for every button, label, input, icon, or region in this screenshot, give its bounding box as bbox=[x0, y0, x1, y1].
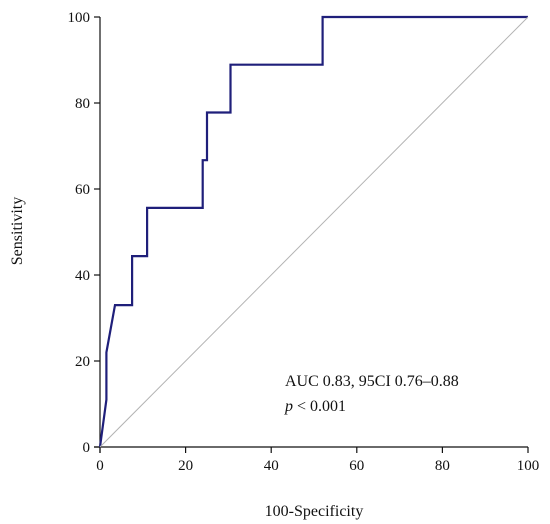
y-tick-label: 40 bbox=[75, 268, 90, 284]
axes bbox=[94, 16, 529, 453]
y-tick-label: 20 bbox=[75, 354, 90, 370]
y-tick-label: 80 bbox=[75, 96, 90, 112]
x-tick-label: 20 bbox=[178, 458, 193, 474]
p-value-text: < 0.001 bbox=[293, 398, 346, 415]
y-tick-label: 60 bbox=[75, 182, 90, 198]
auc-annotation: AUC 0.83, 95CI 0.76–0.88 bbox=[285, 373, 459, 390]
y-tick-label: 100 bbox=[68, 10, 91, 26]
p-symbol: p bbox=[284, 398, 293, 415]
x-tick-label: 80 bbox=[435, 458, 450, 474]
tick-labels: 0 20 40 60 80 100 0 20 40 60 80 100 bbox=[68, 10, 540, 474]
x-tick-label: 0 bbox=[96, 458, 104, 474]
x-tick-label: 40 bbox=[264, 458, 279, 474]
y-tick-label: 0 bbox=[83, 440, 91, 456]
p-value-annotation: p < 0.001 bbox=[284, 398, 346, 415]
series bbox=[98, 15, 529, 448]
x-tick-label: 100 bbox=[517, 458, 540, 474]
x-axis-label: 100-Specificity bbox=[265, 503, 364, 520]
reference-diagonal-line bbox=[99, 16, 529, 448]
x-tick-label: 60 bbox=[349, 458, 364, 474]
roc-curve-line bbox=[98, 15, 528, 448]
y-axis-label: Sensitivity bbox=[9, 197, 26, 265]
